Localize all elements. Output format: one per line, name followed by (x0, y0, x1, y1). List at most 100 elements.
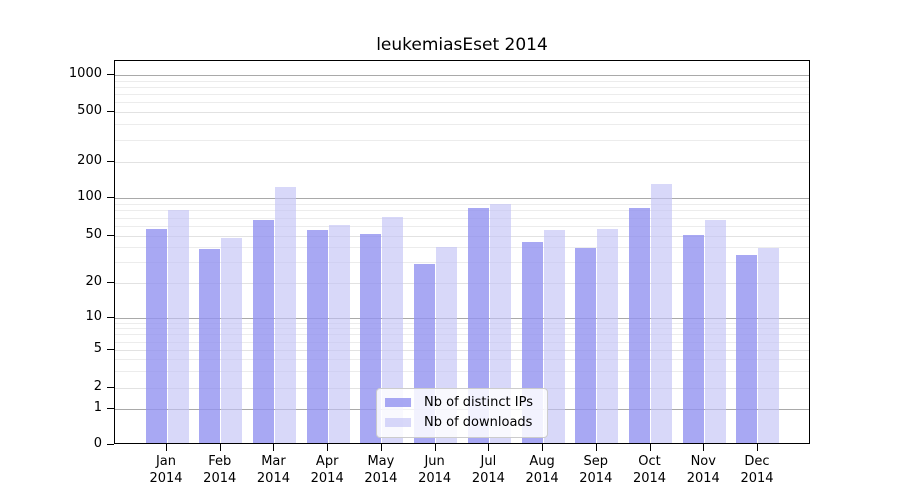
bar-downloads (328, 224, 350, 443)
gridline-mid (115, 350, 809, 351)
bar-distinct-ips (575, 248, 597, 443)
gridline-major (115, 198, 809, 199)
bar-distinct-ips (736, 255, 758, 443)
y-tick-label: 0 (93, 436, 102, 451)
x-tick-label: Jan 2014 (134, 453, 198, 487)
legend-item-distinct-ips: Nb of distinct IPs (385, 394, 533, 411)
y-tick-label: 50 (85, 227, 102, 242)
gridline-minor (115, 371, 809, 372)
bar-distinct-ips (252, 219, 274, 443)
x-tick-label: Apr 2014 (295, 453, 359, 487)
x-tick-mark (703, 444, 705, 451)
bar-downloads (543, 229, 565, 443)
gridline-mid (115, 283, 809, 284)
gridline-major (115, 318, 809, 319)
y-tick-mark (107, 111, 114, 112)
x-tick-mark (542, 444, 544, 451)
gridline-minor (115, 140, 809, 141)
x-tick-label: Sep 2014 (564, 453, 628, 487)
x-tick-mark (488, 444, 490, 451)
x-tick-label-month: Mar (261, 454, 286, 469)
legend: Nb of distinct IPs Nb of downloads (376, 388, 548, 438)
gridline-minor (115, 262, 809, 263)
y-tick-label: 5 (93, 341, 102, 356)
y-tick-label: 20 (85, 274, 102, 289)
x-tick-mark (327, 444, 329, 451)
gridline-minor (115, 323, 809, 324)
x-tick-label-month: Sep (583, 454, 609, 469)
gridline-mid (115, 112, 809, 113)
bar-downloads (704, 219, 726, 443)
x-tick-label: Nov 2014 (671, 453, 735, 487)
x-tick-label-month: Jan (155, 454, 177, 469)
x-tick-mark (166, 444, 167, 451)
gridline-major (115, 75, 809, 76)
y-tick-mark (107, 282, 114, 283)
x-tick-label-year: 2014 (364, 471, 398, 486)
y-tick-mark (107, 408, 114, 409)
x-tick-label: Dec 2014 (725, 453, 789, 487)
bar-distinct-ips (467, 208, 489, 443)
bar-downloads (274, 187, 296, 443)
x-tick-mark (434, 444, 436, 451)
x-tick-label-year: 2014 (149, 471, 183, 486)
y-tick-label: 100 (77, 189, 102, 204)
legend-item-downloads: Nb of downloads (385, 414, 533, 431)
x-tick-label-month: May (367, 454, 395, 469)
x-tick-label-month: Dec (744, 454, 770, 469)
gridline-minor (115, 334, 809, 335)
bar-downloads (651, 184, 673, 443)
y-tick-mark (107, 197, 114, 198)
gridline-minor (115, 218, 809, 219)
gridline-minor (115, 342, 809, 343)
x-tick-label-year: 2014 (310, 471, 344, 486)
x-tick-label: Mar 2014 (241, 453, 305, 487)
x-tick-label: Oct 2014 (618, 453, 682, 487)
x-tick-label-month: Aug (529, 454, 555, 469)
x-tick-label-year: 2014 (471, 471, 505, 486)
bar-downloads (758, 248, 780, 443)
x-tick-label: Jul 2014 (456, 453, 520, 487)
x-tick-label-year: 2014 (686, 471, 720, 486)
y-tick-mark (107, 161, 114, 162)
y-tick-mark (107, 349, 114, 350)
x-tick-label: Jun 2014 (403, 453, 467, 487)
legend-swatch-distinct-ips (385, 398, 412, 407)
gridline-minor (115, 359, 809, 360)
x-tick-label-month: Feb (208, 454, 232, 469)
gridline-minor (115, 124, 809, 125)
bar-distinct-ips (306, 229, 328, 443)
gridline-minor (115, 94, 809, 95)
x-tick-label-year: 2014 (632, 471, 667, 486)
x-tick-label-year: 2014 (579, 471, 613, 486)
x-tick-label-year: 2014 (256, 471, 290, 486)
bar-distinct-ips (629, 208, 651, 443)
y-tick-mark (107, 317, 114, 318)
gridline-minor (115, 226, 809, 227)
y-tick-label: 10 (85, 309, 102, 324)
x-tick-mark (649, 444, 651, 451)
x-tick-label: Aug 2014 (510, 453, 574, 487)
x-tick-label-month: Oct (638, 454, 661, 469)
x-tick-label-month: Apr (315, 454, 339, 469)
gridline-minor (115, 210, 809, 211)
bar-distinct-ips (682, 235, 704, 443)
x-tick-mark (380, 444, 382, 451)
y-tick-label: 1000 (68, 66, 102, 81)
bar-downloads (597, 228, 619, 443)
legend-label-downloads: Nb of downloads (424, 415, 533, 430)
gridline-minor (115, 87, 809, 88)
gridline-minor (115, 102, 809, 103)
plot-area: Nb of distinct IPs Nb of downloads (114, 60, 810, 444)
y-tick-mark (107, 444, 114, 445)
bar-distinct-ips (199, 249, 221, 443)
x-tick-label: May 2014 (349, 453, 413, 487)
bar-downloads (221, 238, 243, 443)
y-tick-mark (107, 235, 114, 236)
bar-downloads (167, 209, 189, 443)
x-tick-label-month: Nov (690, 454, 716, 469)
y-tick-label: 200 (77, 153, 102, 168)
x-tick-label-year: 2014 (740, 471, 774, 486)
x-tick-label-year: 2014 (418, 471, 452, 486)
gridline-minor (115, 328, 809, 329)
